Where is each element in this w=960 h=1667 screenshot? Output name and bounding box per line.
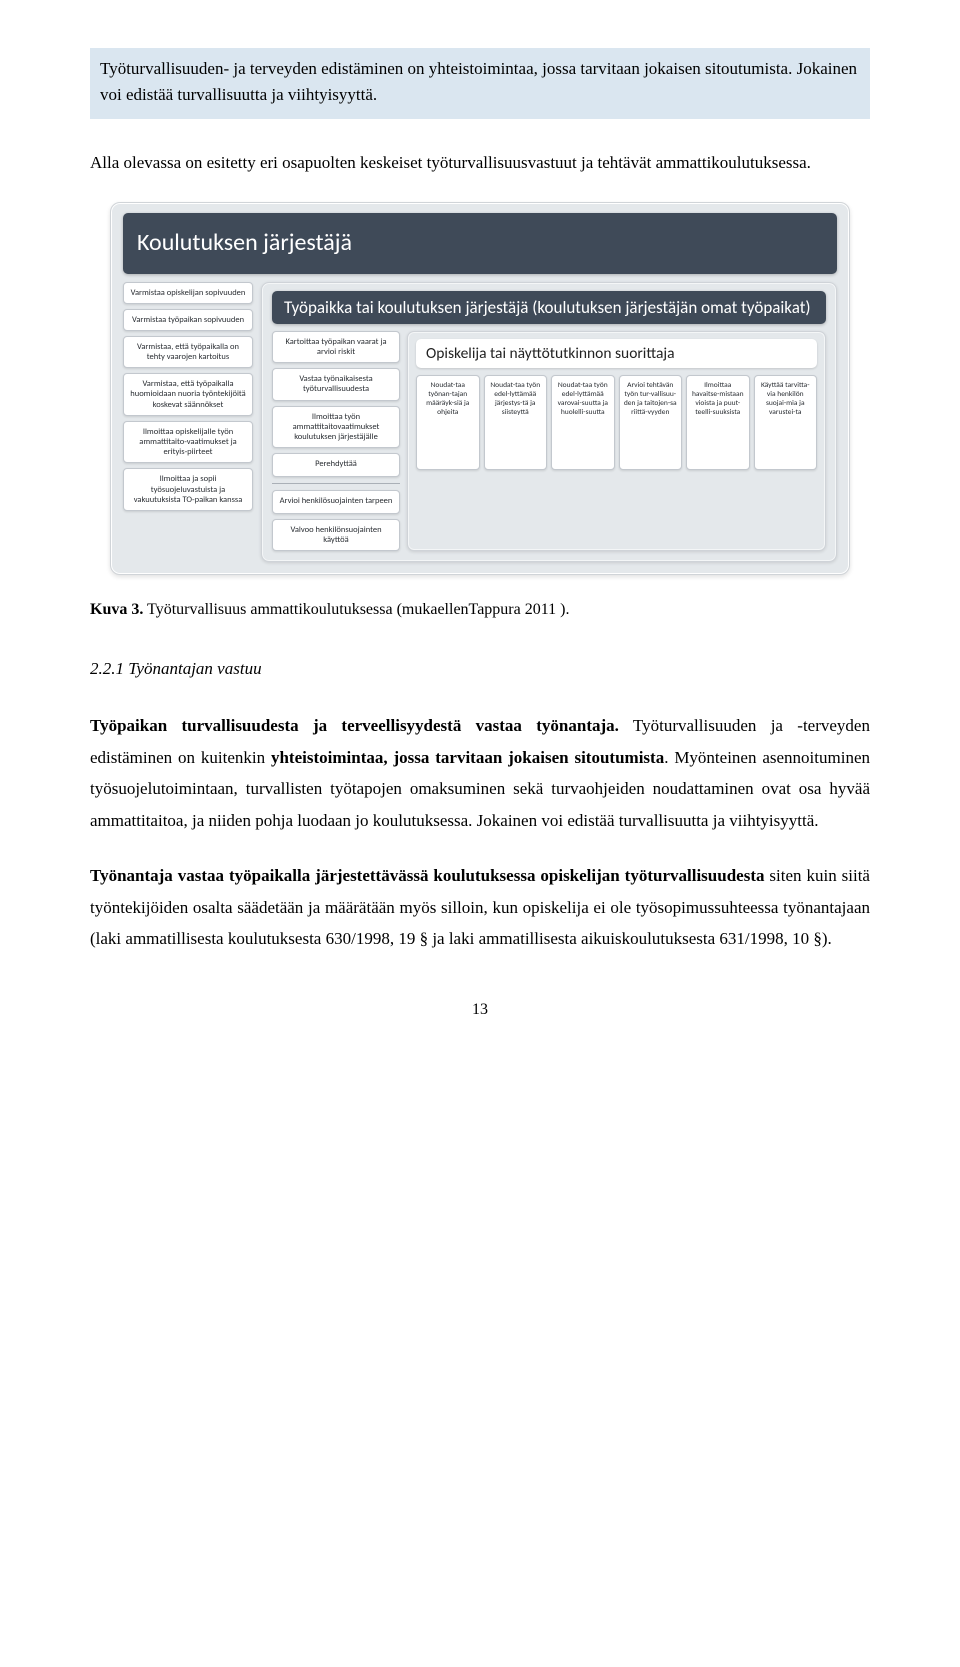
outer-title: Koulutuksen järjestäjä <box>123 213 837 273</box>
mid-item: Kartoittaa työpaikan vaarat ja arvioi ri… <box>272 331 400 363</box>
outer-item: Ilmoittaa ja sopii työsuojeluvastuista j… <box>123 468 253 511</box>
outer-panel: Koulutuksen järjestäjä Varmistaa opiskel… <box>110 202 850 575</box>
mid-item: Arvioi henkilösuojainten tarpeen <box>272 490 400 514</box>
p1-bold2: yhteistoimintaa, jossa tarvitaan jokaise… <box>271 748 664 767</box>
highlight-text: Työturvallisuuden- ja terveyden edistämi… <box>100 59 857 104</box>
inner-panel: Opiskelija tai näyttötutkinnon suorittaj… <box>407 331 826 552</box>
paragraph-1: Työpaikan turvallisuudesta ja terveellis… <box>90 710 870 836</box>
outer-item: Varmistaa opiskelijan sopivuuden <box>123 282 253 304</box>
outer-right-column: Työpaikka tai koulutuksen järjestäjä (ko… <box>261 282 837 563</box>
divider <box>272 483 400 484</box>
mid-item: Valvoo henkilönsuojainten käyttöä <box>272 519 400 551</box>
outer-body: Varmistaa opiskelijan sopivuuden Varmist… <box>123 282 837 563</box>
p1-bold: Työpaikan turvallisuudesta ja terveellis… <box>90 716 619 735</box>
highlight-box: Työturvallisuuden- ja terveyden edistämi… <box>90 48 870 119</box>
page-number: 13 <box>90 995 870 1025</box>
caption-text: Työturvallisuus ammattikoulutuksessa (mu… <box>143 601 569 618</box>
inner-title: Opiskelija tai näyttötutkinnon suorittaj… <box>416 339 817 368</box>
mid-item: Vastaa työnaikaisesta työturvallisuudest… <box>272 368 400 400</box>
outer-left-column: Varmistaa opiskelijan sopivuuden Varmist… <box>123 282 253 563</box>
subheading: 2.2.1 Työnantajan vastuu <box>90 653 870 684</box>
figure-caption: Kuva 3. Työturvallisuus ammattikoulutuks… <box>90 595 870 625</box>
caption-label: Kuva 3. <box>90 601 143 618</box>
inner-item: Arvioi tehtävän työn tur-vallisuu-den ja… <box>619 375 683 470</box>
inner-item: Ilmoittaa havaitse-mistaan vioista ja pu… <box>686 375 750 470</box>
outer-item: Ilmoittaa opiskelijalle työn ammattitait… <box>123 421 253 464</box>
inner-item: Käyttää tarvitta-via henkilön suojai-mia… <box>754 375 818 470</box>
mid-title: Työpaikka tai koulutuksen järjestäjä (ko… <box>272 291 826 324</box>
inner-body: Noudat-taa työnan-tajan määräyk-siä ja o… <box>416 375 817 470</box>
outer-item: Varmistaa, että työpaikalla on tehty vaa… <box>123 336 253 368</box>
intro-paragraph: Alla olevassa on esitetty eri osapuolten… <box>90 147 870 178</box>
inner-item: Noudat-taa työn edel-lyttämää varovai-su… <box>551 375 615 470</box>
mid-item: Ilmoittaa työn ammattitaitovaatimukset k… <box>272 406 400 449</box>
mid-body: Kartoittaa työpaikan vaarat ja arvioi ri… <box>272 331 826 552</box>
paragraph-2: Työnantaja vastaa työpaikalla järjestett… <box>90 860 870 954</box>
diagram-container: Koulutuksen järjestäjä Varmistaa opiskel… <box>90 202 870 575</box>
intro-text: Alla olevassa on esitetty eri osapuolten… <box>90 153 811 172</box>
mid-item: Perehdyttää <box>272 453 400 477</box>
diagram: Koulutuksen järjestäjä Varmistaa opiskel… <box>110 202 850 575</box>
outer-item: Varmistaa työpaikan sopivuuden <box>123 309 253 331</box>
p2-bold: Työnantaja vastaa työpaikalla järjestett… <box>90 866 764 885</box>
mid-panel: Työpaikka tai koulutuksen järjestäjä (ko… <box>261 282 837 563</box>
inner-item: Noudat-taa työn edel-lyttämää järjestys-… <box>484 375 548 470</box>
mid-left-column: Kartoittaa työpaikan vaarat ja arvioi ri… <box>272 331 400 552</box>
outer-item: Varmistaa, että työpaikalla huomioidaan … <box>123 373 253 416</box>
inner-item: Noudat-taa työnan-tajan määräyk-siä ja o… <box>416 375 480 470</box>
